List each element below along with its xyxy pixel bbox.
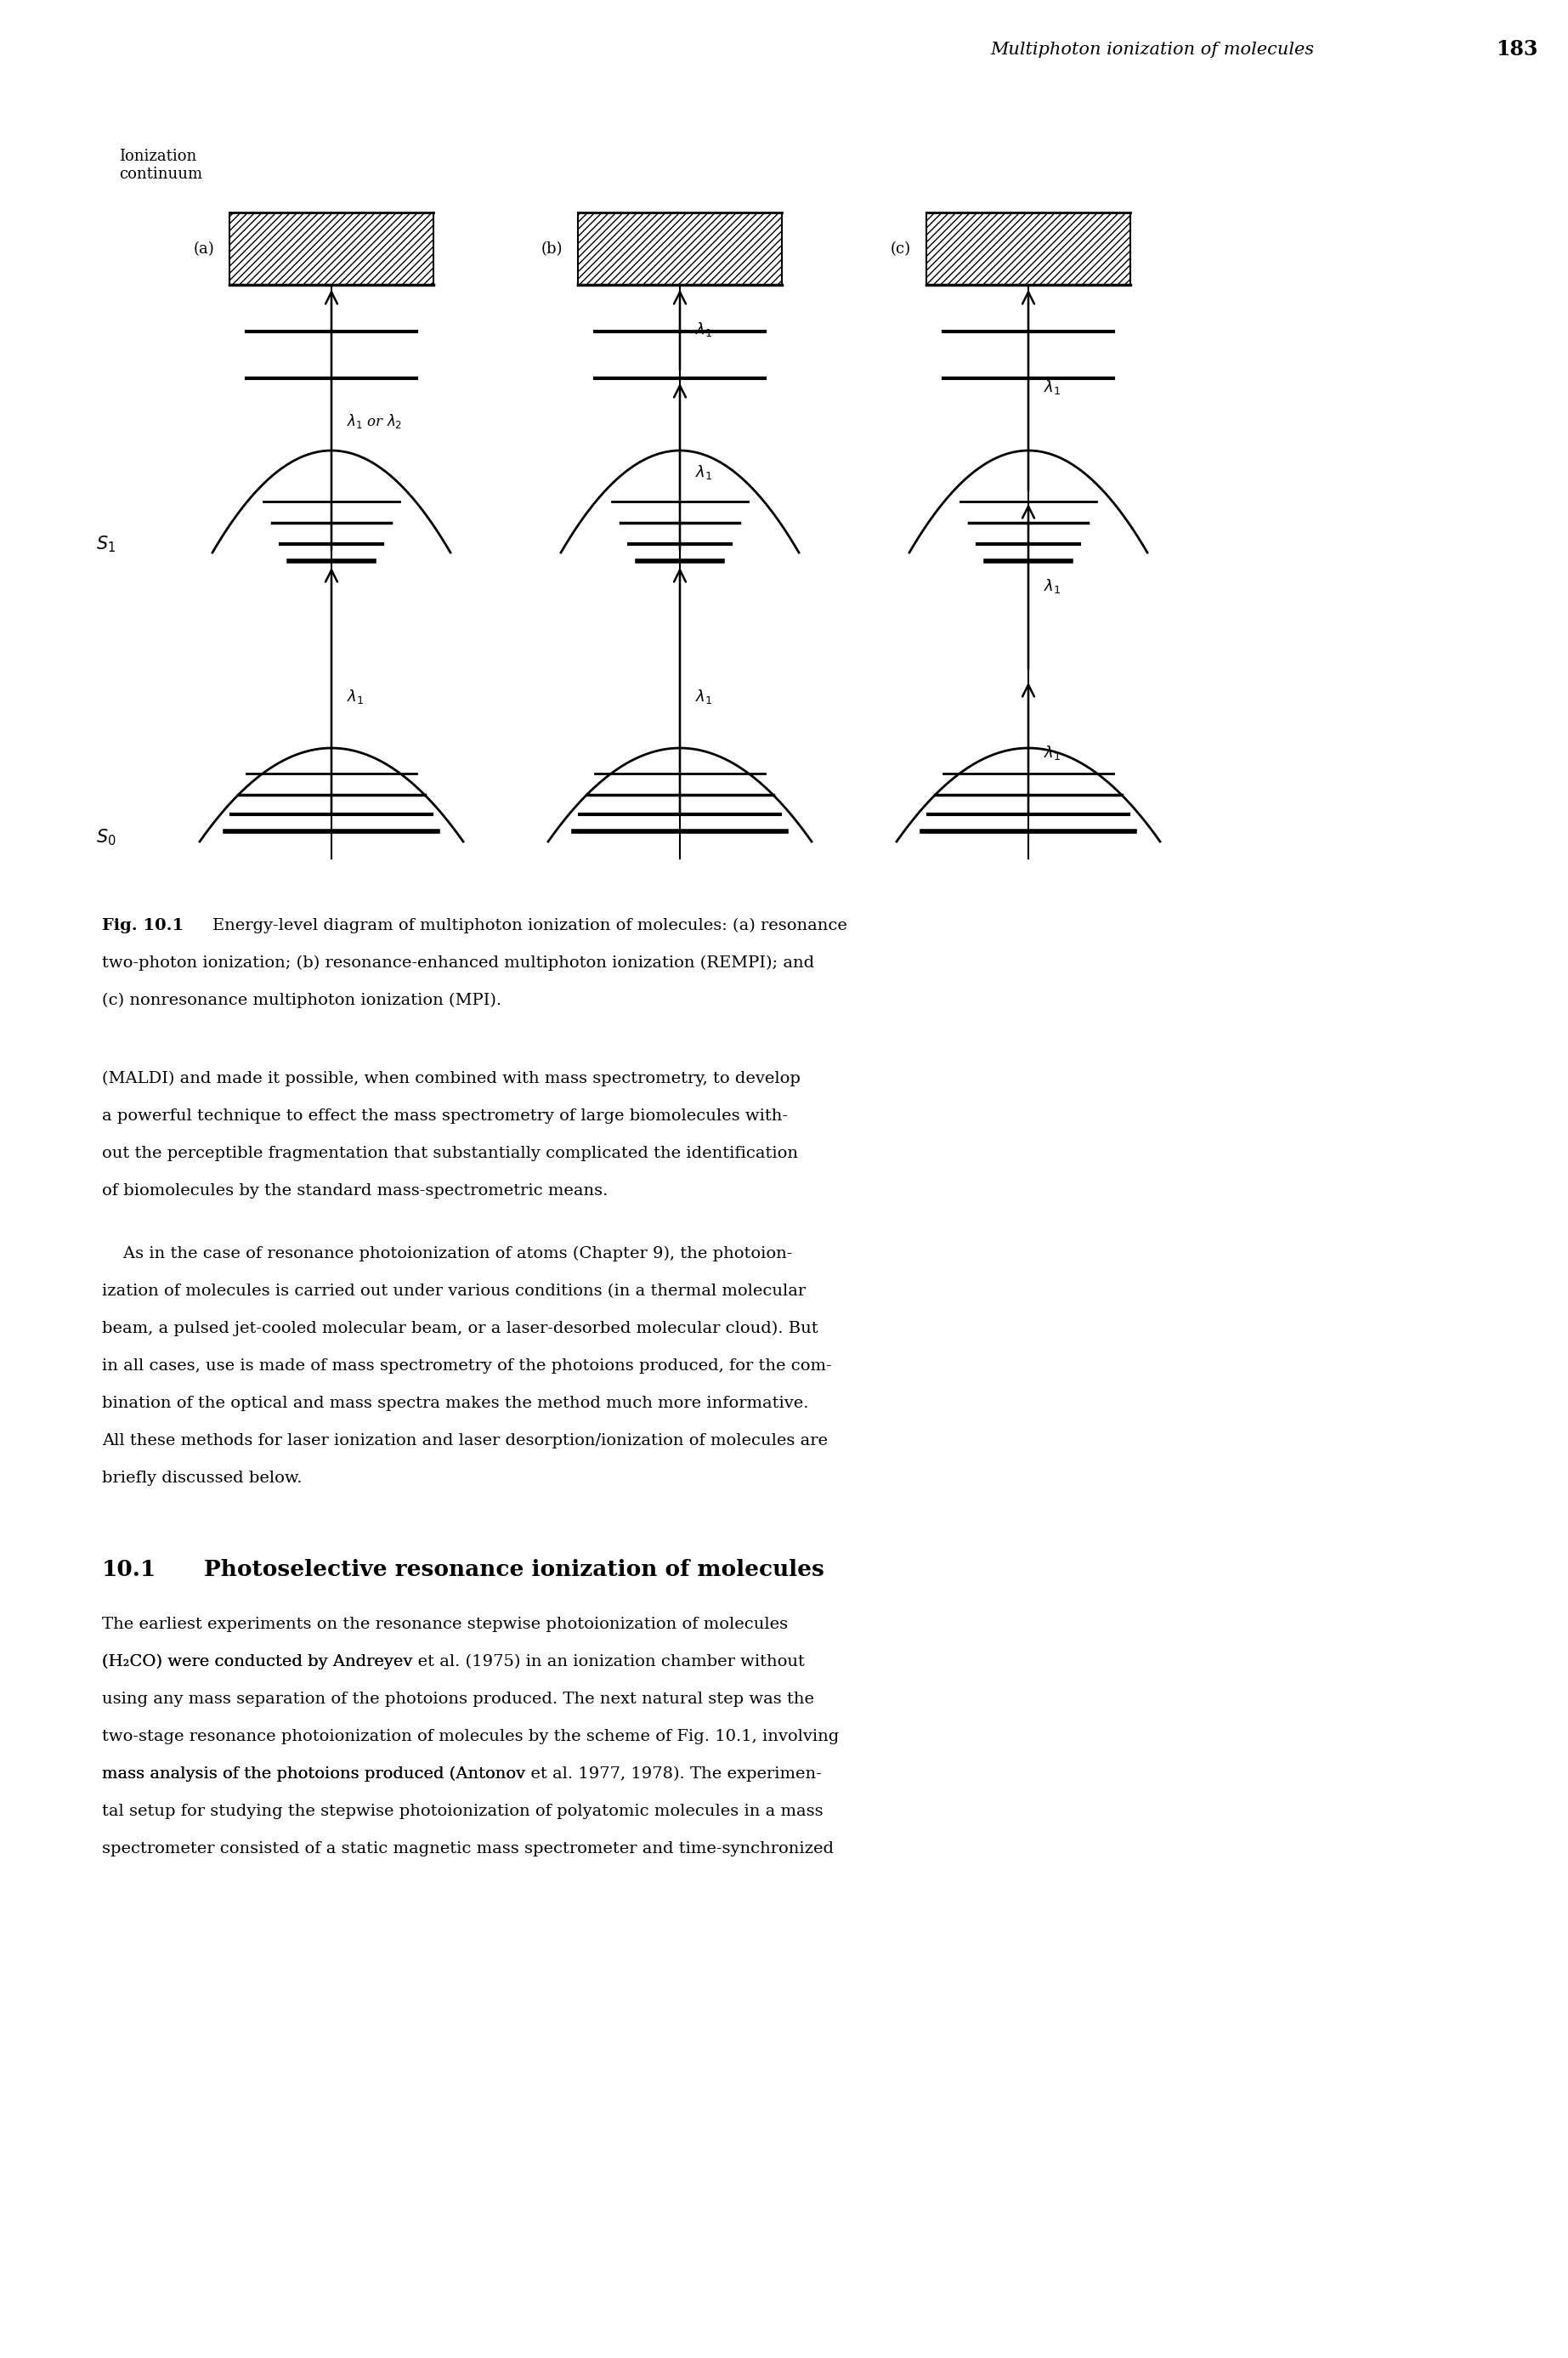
Text: The earliest experiments on the resonance stepwise photoionization of molecules: The earliest experiments on the resonanc…	[102, 1618, 789, 1632]
Text: mass analysis of the photoions produced (Antonov: mass analysis of the photoions produced …	[102, 1766, 530, 1783]
Text: (MALDI) and made it possible, when combined with mass spectrometry, to develop: (MALDI) and made it possible, when combi…	[102, 1071, 801, 1087]
Text: out the perceptible fragmentation that substantially complicated the identificat: out the perceptible fragmentation that s…	[102, 1146, 798, 1160]
Text: Multiphoton ionization of molecules: Multiphoton ionization of molecules	[989, 40, 1314, 57]
Text: two-photon ionization; (b) resonance-enhanced multiphoton ionization (REMPI); an: two-photon ionization; (b) resonance-enh…	[102, 955, 814, 971]
Text: tal setup for studying the stepwise photoionization of polyatomic molecules in a: tal setup for studying the stepwise phot…	[102, 1804, 823, 1818]
Text: $\lambda_1$: $\lambda_1$	[1044, 377, 1062, 396]
Bar	[579, 212, 782, 285]
Text: a powerful technique to effect the mass spectrometry of large biomolecules with-: a powerful technique to effect the mass …	[102, 1108, 787, 1125]
Text: $\lambda_1$ or $\lambda_2$: $\lambda_1$ or $\lambda_2$	[347, 413, 401, 429]
Text: 183: 183	[1496, 40, 1538, 59]
Text: two-stage resonance photoionization of molecules by the scheme of Fig. 10.1, inv: two-stage resonance photoionization of m…	[102, 1728, 839, 1745]
Text: (c): (c)	[891, 241, 911, 257]
Text: (a): (a)	[193, 241, 215, 257]
Text: briefly discussed below.: briefly discussed below.	[102, 1471, 303, 1486]
Text: $\lambda_1$: $\lambda_1$	[695, 462, 712, 481]
Text: in all cases, use is made of mass spectrometry of the photoions produced, for th: in all cases, use is made of mass spectr…	[102, 1358, 831, 1375]
Text: of biomolecules by the standard mass-spectrometric means.: of biomolecules by the standard mass-spe…	[102, 1184, 608, 1198]
Text: $S_1$: $S_1$	[96, 533, 116, 554]
Text: $\lambda_1$: $\lambda_1$	[695, 689, 712, 705]
Text: spectrometer consisted of a static magnetic mass spectrometer and time-synchroni: spectrometer consisted of a static magne…	[102, 1842, 834, 1856]
Text: Energy-level diagram of multiphoton ionization of molecules: (a) resonance: Energy-level diagram of multiphoton ioni…	[213, 917, 847, 934]
Text: $\lambda_1$: $\lambda_1$	[347, 689, 364, 705]
Text: As in the case of resonance photoionization of atoms (Chapter 9), the photoion-: As in the case of resonance photoionizat…	[102, 1245, 792, 1262]
Text: using any mass separation of the photoions produced. The next natural step was t: using any mass separation of the photoio…	[102, 1691, 814, 1707]
Text: Ionization
continuum: Ionization continuum	[119, 149, 202, 182]
Bar	[229, 212, 433, 285]
Bar	[927, 212, 1131, 285]
Text: $\lambda_1$: $\lambda_1$	[1044, 578, 1062, 597]
Text: ization of molecules is carried out under various conditions (in a thermal molec: ization of molecules is carried out unde…	[102, 1283, 806, 1299]
Text: $\lambda_1$: $\lambda_1$	[695, 321, 712, 340]
Text: mass analysis of the photoions produced (Antonov et al. 1977, 1978). The experim: mass analysis of the photoions produced …	[102, 1766, 822, 1783]
Text: beam, a pulsed jet-cooled molecular beam, or a laser-desorbed molecular cloud). : beam, a pulsed jet-cooled molecular beam…	[102, 1320, 818, 1337]
Text: 10.1: 10.1	[102, 1559, 157, 1580]
Text: $\lambda_1$: $\lambda_1$	[1044, 743, 1062, 762]
Text: (b): (b)	[541, 241, 563, 257]
Text: Fig. 10.1: Fig. 10.1	[102, 917, 183, 934]
Text: $S_0$: $S_0$	[96, 828, 116, 847]
Text: bination of the optical and mass spectra makes the method much more informative.: bination of the optical and mass spectra…	[102, 1396, 809, 1410]
Text: All these methods for laser ionization and laser desorption/ionization of molecu: All these methods for laser ionization a…	[102, 1434, 828, 1448]
Text: (H₂CO) were conducted by Andreyev et al. (1975) in an ionization chamber without: (H₂CO) were conducted by Andreyev et al.…	[102, 1655, 804, 1669]
Text: (H₂CO) were conducted by Andreyev: (H₂CO) were conducted by Andreyev	[102, 1655, 417, 1669]
Text: (c) nonresonance multiphoton ionization (MPI).: (c) nonresonance multiphoton ionization …	[102, 993, 502, 1009]
Text: Photoselective resonance ionization of molecules: Photoselective resonance ionization of m…	[204, 1559, 825, 1580]
